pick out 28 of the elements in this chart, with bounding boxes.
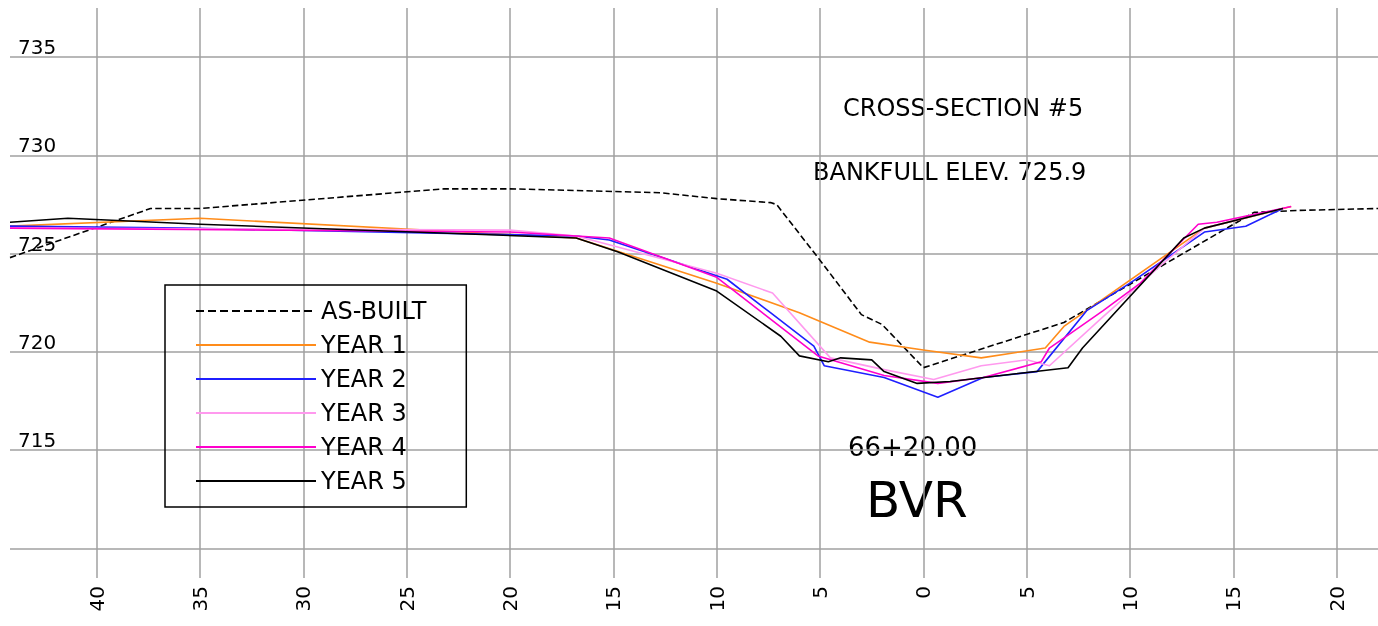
x-tick-label: 15 (601, 586, 626, 612)
x-tick-label: 25 (394, 586, 419, 612)
annotation: 66+20.00 (848, 432, 978, 462)
text: CROSS-SECTION #5 (843, 94, 1084, 122)
x-tick-label: 30 (291, 586, 316, 612)
legend-label: YEAR 1 (320, 331, 407, 359)
legend-label: YEAR 3 (320, 399, 407, 427)
x-tick-label: 35 (188, 586, 213, 612)
legend-label: YEAR 5 (320, 467, 407, 495)
legend-label: YEAR 2 (320, 365, 407, 393)
y-tick-label: 720 (18, 329, 57, 354)
y-tick-label: 735 (18, 35, 57, 60)
x-tick-label: 0 (911, 586, 936, 599)
y-tick-label: 730 (18, 133, 57, 158)
y-tick-label: 725 (18, 231, 57, 256)
legend-label: AS-BUILT (321, 297, 427, 325)
x-tick-label: 20 (1324, 586, 1349, 612)
x-tick-label: 40 (84, 586, 109, 612)
y-tick-label: 715 (18, 428, 57, 453)
x-tick-label: 10 (704, 586, 729, 612)
x-tick-label: 15 (1221, 586, 1246, 612)
x-tick-label: 20 (498, 586, 523, 612)
x-tick-label: 5 (808, 586, 833, 599)
text: BANKFULL ELEV. 725.9 (813, 158, 1087, 186)
x-tick-label: 5 (1014, 586, 1039, 599)
annotation: BVR (866, 471, 968, 529)
legend-label: YEAR 4 (320, 433, 407, 461)
x-tick-label: 10 (1118, 586, 1143, 612)
